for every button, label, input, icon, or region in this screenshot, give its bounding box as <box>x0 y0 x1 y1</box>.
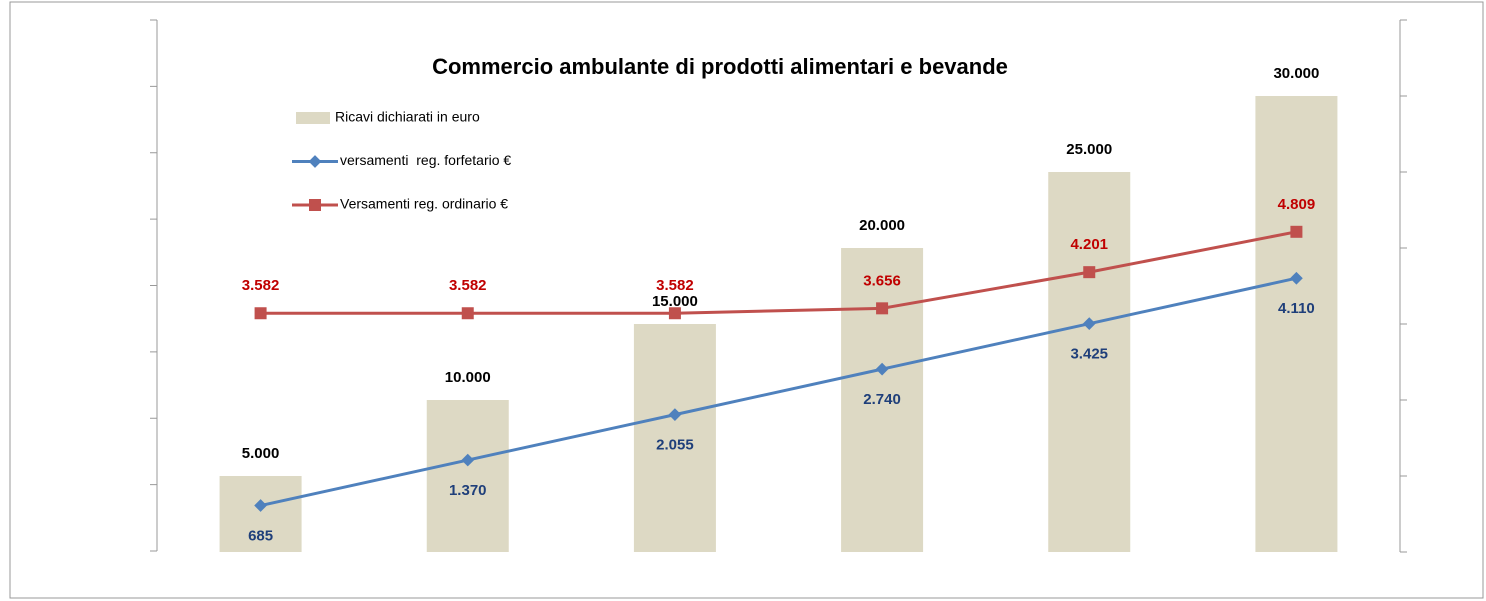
legend-swatch <box>296 112 330 124</box>
data-label: 4.201 <box>1070 236 1108 253</box>
marker <box>1290 225 1303 238</box>
marker <box>461 307 474 320</box>
legend-label: Ricavi dichiarati in euro <box>335 109 480 125</box>
data-label: 3.582 <box>242 277 280 294</box>
data-label: 3.425 <box>1070 346 1108 363</box>
legend-label: Versamenti reg. ordinario € <box>340 196 508 212</box>
data-label: 25.000 <box>1066 141 1112 158</box>
marker <box>668 307 681 320</box>
legend-label: versamenti reg. forfetario € <box>340 152 511 168</box>
marker <box>254 499 267 512</box>
marker <box>1083 266 1096 279</box>
line <box>260 276 1297 507</box>
bar <box>1255 96 1338 552</box>
bar <box>841 248 924 552</box>
marker <box>876 302 889 315</box>
data-label: 2.055 <box>656 437 694 454</box>
data-label: 4.110 <box>1278 300 1315 317</box>
data-label: 2.740 <box>863 391 901 408</box>
data-label: 3.656 <box>863 272 901 289</box>
data-label: 5.000 <box>242 445 280 462</box>
data-label: 15.000 <box>652 293 698 310</box>
bar <box>219 476 302 552</box>
data-label: 10.000 <box>445 369 491 386</box>
marker <box>254 307 267 320</box>
data-label: 3.582 <box>449 277 487 294</box>
marker <box>461 453 475 467</box>
data-label: 685 <box>248 528 273 545</box>
bar <box>426 400 509 552</box>
legend-marker <box>309 199 321 211</box>
data-label: 20.000 <box>859 217 905 234</box>
bar <box>1048 172 1131 552</box>
data-label: 3.582 <box>656 277 694 294</box>
chart-frame <box>9 1 1484 599</box>
bar <box>633 324 716 552</box>
data-label: 30.000 <box>1273 65 1319 82</box>
line <box>260 230 1297 315</box>
data-label: 4.809 <box>1278 196 1316 213</box>
data-label: 1.370 <box>449 482 487 499</box>
legend-marker <box>308 155 322 168</box>
chart-title: Commercio ambulante di prodotti alimenta… <box>432 54 1008 79</box>
